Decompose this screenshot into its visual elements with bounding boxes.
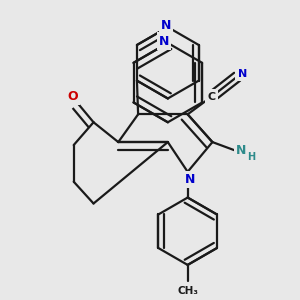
Text: C: C bbox=[207, 92, 215, 101]
Text: N: N bbox=[161, 19, 171, 32]
Text: O: O bbox=[68, 90, 78, 103]
Text: H: H bbox=[247, 152, 255, 162]
Text: N: N bbox=[184, 173, 195, 186]
Text: N: N bbox=[238, 69, 247, 79]
Text: CH₃: CH₃ bbox=[177, 286, 198, 296]
Text: N: N bbox=[159, 34, 169, 47]
Text: N: N bbox=[236, 143, 246, 157]
